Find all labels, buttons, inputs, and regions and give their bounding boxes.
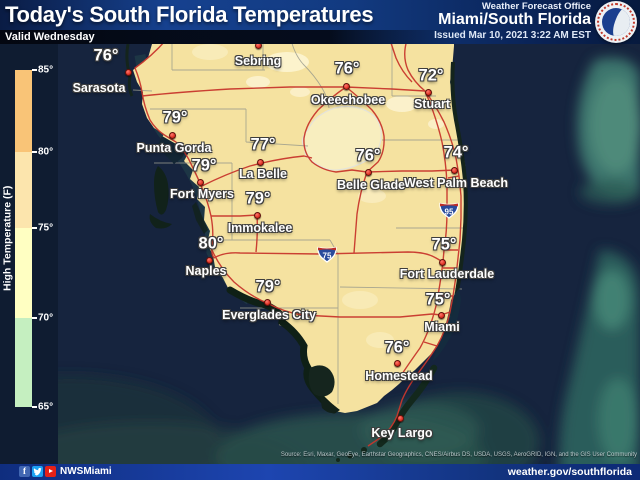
nws-logo-icon [595,1,637,43]
svg-text:75: 75 [323,252,332,261]
legend-tickmark-65° [32,406,37,408]
office-line2: Miami/South Florida [438,10,591,28]
legend-color-bar [15,70,32,407]
legend-tickmark-85° [32,69,37,71]
map-attribution: Source: Esri, Maxar, GeoEye, Earthstar G… [280,452,637,458]
valid-text: Valid Wednesday [5,31,95,43]
valid-strip: Valid Wednesday [0,30,458,44]
youtube-icon[interactable] [45,466,56,477]
legend-ticklabel-85°: 85° [38,64,54,76]
legend-ticklabel-75°: 75° [38,222,54,234]
issued-timestamp: Issued Mar 10, 2021 3:22 AM EST [434,29,591,41]
legend-segment-80-85 [15,70,32,152]
footer-url[interactable]: weather.gov/southflorida [507,466,632,478]
page-title: Today's South Florida Temperatures [5,2,374,27]
legend-ticklabel-80°: 80° [38,146,54,158]
legend-segment-70-75 [15,228,32,318]
legend-ticklabel-70°: 70° [38,312,54,324]
nws-logo-core [602,8,630,36]
roads [134,39,462,447]
interstate-95-shield: 95 [439,202,459,219]
social-handle: NWSMiami [60,466,112,477]
twitter-bird-icon [33,467,42,476]
legend-tickmark-75° [32,227,37,229]
legend-tickmark-80° [32,151,37,153]
lake-okeechobee [301,105,382,171]
legend-panel: High Temperature (F) 85° 80° 75° 70° 65° [0,44,58,465]
legend-ticklabel-65°: 65° [38,401,54,413]
footer-bar: f NWSMiami weather.gov/southflorida [0,464,640,480]
office-block: Weather Forecast Office Miami/South Flor… [434,1,591,41]
svg-text:95: 95 [445,208,454,217]
legend-segment-75-80 [15,152,32,228]
nws-logo-ring [597,3,635,41]
twitter-icon[interactable] [32,466,43,477]
office-line1: Weather Forecast Office [481,1,591,12]
interstate-75-shield: 75 [317,246,337,263]
header-bar: Today's South Florida Temperatures Valid… [0,0,640,44]
facebook-icon[interactable]: f [19,466,30,477]
county-lines [132,39,464,404]
legend-segment-65-70 [15,318,32,407]
legend-tickmark-70° [32,317,37,319]
legend-title: High Temperature (F) [1,185,14,292]
